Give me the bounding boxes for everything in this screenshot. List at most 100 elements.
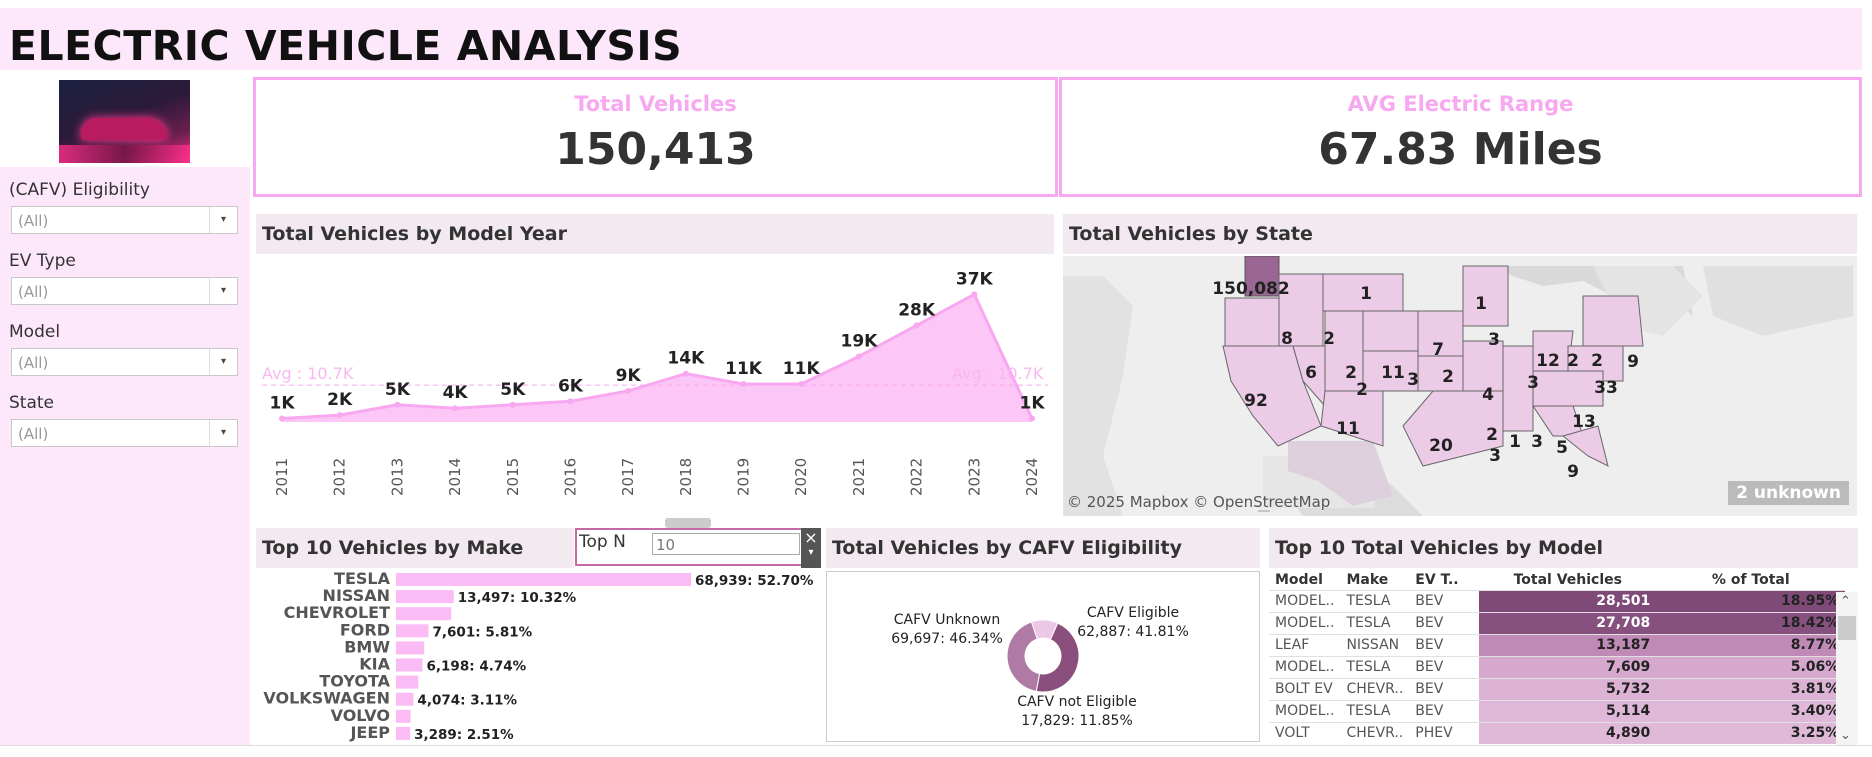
table-row[interactable]: LEAF NISSAN BEV 13,187 8.77% (1269, 633, 1846, 656)
data-label: 1K (1019, 394, 1045, 414)
filter-label-cafv: (CAFV) Eligibility (9, 180, 150, 200)
cell-make: TESLA (1340, 699, 1410, 722)
panel-header-make: Top 10 Vehicles by Make (256, 528, 574, 568)
table-row[interactable]: MODEL.. TESLA BEV 7,609 5.06% (1269, 655, 1846, 678)
state-value-label: 20 (1429, 436, 1453, 456)
cell-total: 13,187 (1479, 633, 1657, 656)
cell-pct: 3.25% (1656, 721, 1846, 744)
topn-controls[interactable]: × ▾ (801, 528, 821, 568)
topn-input[interactable]: 10 (652, 533, 800, 555)
data-point (971, 291, 978, 298)
cell-model: MODEL.. (1269, 699, 1341, 722)
topn-label: Top N (579, 532, 626, 552)
data-point (452, 405, 459, 412)
table-row[interactable]: MODEL.. TESLA BEV 28,501 18.95% (1269, 589, 1846, 612)
col-header-make[interactable]: Make (1346, 571, 1389, 588)
state-value-label: 2 (1486, 425, 1498, 445)
col-header-ev-type[interactable]: EV T.. (1415, 571, 1459, 588)
chevron-down-icon[interactable]: ▾ (209, 420, 237, 446)
make-bar-chart[interactable]: TESLA 68,939: 52.70% NISSAN 13,497: 10.32% C… (256, 568, 826, 748)
bar-category-label: NISSAN (323, 586, 390, 605)
table-row[interactable]: MODEL.. TESLA BEV 5,114 3.40% (1269, 699, 1846, 722)
car-image (59, 80, 190, 163)
ev-type-select[interactable]: (All) ▾ (11, 277, 238, 305)
state-value-label: 8 (1281, 329, 1293, 349)
table-row[interactable]: BOLT EV CHEVR.. BEV 5,732 3.81% (1269, 677, 1846, 700)
scroll-thumb[interactable] (1838, 616, 1856, 640)
state-value-label: 5 (1556, 438, 1568, 458)
data-label: 11K (783, 359, 821, 379)
filter-label-state: State (9, 393, 54, 413)
panel-title: Top 10 Total Vehicles by Model (1275, 537, 1604, 559)
state-value-label: 3 (1531, 432, 1543, 452)
cell-make: TESLA (1340, 655, 1410, 678)
kpi-title: Total Vehicles (574, 92, 737, 116)
col-header-model[interactable]: Model (1275, 571, 1323, 588)
state-value-label: 11 (1381, 363, 1405, 383)
cafv-donut-chart[interactable]: CAFV Unknown 69,697: 46.34% CAFV Eligible 6… (826, 571, 1260, 742)
drag-handle[interactable] (665, 518, 711, 528)
bar-category-label: VOLVO (331, 706, 390, 725)
cell-make: TESLA (1340, 589, 1410, 612)
table-row[interactable]: VOLT CHEVR.. PHEV 4,890 3.25% (1269, 721, 1846, 744)
donut-slice (1030, 619, 1059, 641)
chevron-down-icon[interactable]: ▾ (209, 278, 237, 304)
data-point (625, 387, 632, 394)
state-value-label: 4 (1482, 385, 1494, 405)
table-row[interactable]: MODEL.. TESLA BEV 27,708 18.42% (1269, 611, 1846, 634)
chevron-down-icon[interactable]: ▾ (209, 349, 237, 375)
chevron-down-icon[interactable]: ▾ (209, 207, 237, 233)
bar-category-label: CHEVROLET (284, 603, 390, 622)
model-year-chart[interactable]: Avg : 10.7K Avg : 10.7K 1K 2011 2K 2012 5K 2013… (256, 256, 1054, 506)
cell-model: MODEL.. (1269, 589, 1341, 612)
data-label: 4K (443, 383, 469, 403)
bar-category-label: BMW (344, 637, 390, 656)
filter-label-ev-type: EV Type (9, 251, 76, 271)
bar (396, 590, 454, 604)
donut-slice (1035, 622, 1080, 693)
data-point (740, 381, 747, 388)
x-tick-label: 2024 (1023, 458, 1041, 496)
state-value-label: 1 (1360, 284, 1372, 304)
bar-category-label: FORD (340, 620, 390, 639)
cell-total: 27,708 (1479, 611, 1657, 634)
wyoming-state (1362, 310, 1419, 352)
filter-value: (All) (18, 283, 49, 301)
x-tick-label: 2020 (792, 458, 810, 496)
model-table[interactable]: Model Make EV T.. Total Vehicles % of To… (1269, 570, 1858, 745)
state-select[interactable]: (All) ▾ (11, 419, 238, 447)
cell-ev-type: BEV (1409, 655, 1480, 678)
bar-chart-svg: TESLA 68,939: 52.70% NISSAN 13,497: 10.32% C… (263, 569, 813, 743)
state-value-label: 3 (1489, 446, 1501, 466)
logo-area (0, 70, 250, 167)
oregon-state (1224, 297, 1280, 347)
texas-area (1288, 441, 1393, 506)
bar-category-label: TOYOTA (319, 672, 390, 691)
cell-ev-type: BEV (1409, 589, 1480, 612)
data-point (855, 353, 862, 360)
state-value-label: 12 (1536, 351, 1560, 371)
model-select[interactable]: (All) ▾ (11, 348, 238, 376)
state-map[interactable]: 150,082 1 1 8 2 2 3 7 3 12 2 2 33 9 92 6 2 11 2 4 3 13 2 1 3 5 11 2… (1063, 256, 1857, 516)
scroll-down-icon[interactable]: ⌄ (1840, 728, 1851, 743)
col-header-pct[interactable]: % of Total (1711, 571, 1790, 588)
bar (396, 675, 419, 689)
panel-title: Top 10 Vehicles by Make (262, 537, 524, 559)
close-icon[interactable]: × (804, 528, 818, 547)
unknown-badge[interactable]: 2 unknown (1728, 481, 1849, 505)
panel-header-model: Top 10 Total Vehicles by Model (1269, 528, 1858, 568)
cafv-eligibility-select[interactable]: (All) ▾ (11, 206, 238, 234)
topn-parameter[interactable]: Top N 10 × ▾ (575, 518, 821, 568)
data-label: 1K (269, 394, 295, 414)
scroll-up-icon[interactable]: ⌃ (1840, 594, 1851, 609)
chevron-down-icon[interactable]: ▾ (808, 547, 814, 558)
data-label: 5K (500, 380, 526, 400)
cell-total: 28,501 (1479, 589, 1657, 612)
state-value-label: 2 (1442, 367, 1454, 387)
x-tick-label: 2014 (446, 458, 464, 496)
kpi-value: 150,413 (555, 124, 756, 175)
col-header-total[interactable]: Total Vehicles (1513, 571, 1622, 588)
cell-pct: 18.42% (1656, 611, 1846, 634)
vertical-scrollbar[interactable]: ⌃ ⌄ (1836, 592, 1858, 745)
